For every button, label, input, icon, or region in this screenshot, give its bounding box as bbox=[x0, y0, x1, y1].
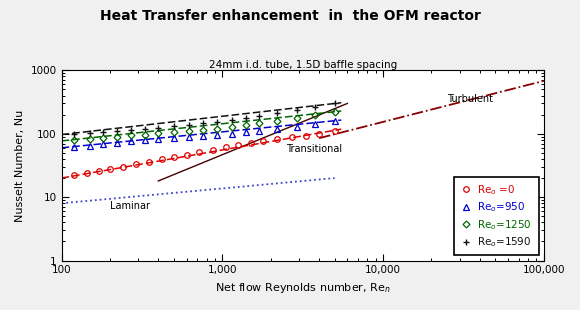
Re$_o$=1250 bbox=[186, 129, 193, 133]
Re$_o$=1590 bbox=[142, 127, 148, 131]
Re$_o$=1590 bbox=[200, 122, 206, 125]
Re$_o$=1250 bbox=[71, 138, 78, 142]
Re$_o$=1590 bbox=[214, 120, 221, 123]
X-axis label: Net flow Reynolds number, Re$_n$: Net flow Reynolds number, Re$_n$ bbox=[215, 281, 390, 295]
Re$_o$=1590 bbox=[86, 131, 93, 135]
Re$_o$=1590 bbox=[312, 105, 319, 108]
Legend: Re$_o$ =0, Re$_o$=950, Re$_o$=1250, Re$_o$=1590: Re$_o$ =0, Re$_o$=950, Re$_o$=1250, Re$_… bbox=[454, 177, 539, 255]
Text: Heat Transfer enhancement  in  the OFM reactor: Heat Transfer enhancement in the OFM rea… bbox=[100, 9, 480, 23]
Re$_o$=1590 bbox=[186, 123, 193, 127]
Re$_o$=950 bbox=[200, 134, 206, 138]
Re$_o$ =0 bbox=[331, 129, 338, 132]
Re$_o$=950 bbox=[171, 136, 177, 140]
Re$_o$ =0 bbox=[171, 155, 177, 159]
Line: Re$_o$=1590: Re$_o$=1590 bbox=[71, 100, 338, 137]
Re$_o$ =0 bbox=[95, 169, 102, 173]
Re$_o$=1250 bbox=[293, 117, 300, 120]
Re$_o$=1590 bbox=[113, 129, 120, 133]
Re$_o$=950 bbox=[242, 131, 249, 134]
Re$_o$=1250 bbox=[155, 131, 162, 135]
Re$_o$=1250 bbox=[142, 133, 148, 136]
Re$_o$ =0 bbox=[183, 153, 190, 156]
Re$_o$=1250 bbox=[229, 125, 235, 129]
Text: Turbulent: Turbulent bbox=[447, 94, 493, 104]
Text: Transitional: Transitional bbox=[287, 144, 342, 154]
Text: Laminar: Laminar bbox=[110, 201, 150, 211]
Re$_o$=1590 bbox=[99, 130, 106, 134]
Re$_o$=1590 bbox=[155, 126, 162, 130]
Re$_o$ =0 bbox=[158, 157, 165, 161]
Re$_o$ =0 bbox=[222, 145, 229, 149]
Re$_o$=950 bbox=[331, 119, 338, 123]
Re$_o$ =0 bbox=[107, 167, 114, 170]
Re$_o$=950 bbox=[229, 132, 235, 135]
Re$_o$=950 bbox=[214, 133, 221, 137]
Re$_o$ =0 bbox=[71, 174, 78, 177]
Re$_o$=1250 bbox=[171, 131, 177, 134]
Re$_o$=1250 bbox=[128, 134, 135, 137]
Re$_o$=950 bbox=[293, 125, 300, 129]
Re$_o$=950 bbox=[128, 140, 135, 143]
Re$_o$ =0 bbox=[209, 148, 216, 152]
Line: Re$_o$=1250: Re$_o$=1250 bbox=[72, 109, 337, 142]
Re$_o$=1590 bbox=[128, 128, 135, 131]
Re$_o$=1590 bbox=[293, 108, 300, 112]
Re$_o$ =0 bbox=[316, 132, 322, 135]
Re$_o$=1250 bbox=[256, 122, 263, 125]
Re$_o$=1250 bbox=[200, 128, 206, 132]
Line: Re$_o$=950: Re$_o$=950 bbox=[71, 118, 338, 150]
Re$_o$=950 bbox=[256, 129, 263, 133]
Re$_o$ =0 bbox=[260, 139, 267, 142]
Re$_o$=950 bbox=[86, 144, 93, 148]
Re$_o$=950 bbox=[312, 122, 319, 126]
Re$_o$=950 bbox=[71, 145, 78, 149]
Re$_o$=950 bbox=[186, 135, 193, 139]
Re$_o$=1250 bbox=[113, 135, 120, 139]
Re$_o$=1250 bbox=[331, 110, 338, 113]
Re$_o$=950 bbox=[274, 127, 281, 131]
Re$_o$=950 bbox=[113, 141, 120, 145]
Re$_o$ =0 bbox=[196, 150, 203, 154]
Re$_o$=1590 bbox=[171, 124, 177, 128]
Re$_o$=1250 bbox=[99, 136, 106, 140]
Re$_o$=1590 bbox=[229, 118, 235, 122]
Re$_o$ =0 bbox=[234, 143, 241, 147]
Re$_o$=1250 bbox=[312, 113, 319, 117]
Re$_o$=1250 bbox=[214, 127, 221, 131]
Re$_o$=1590 bbox=[331, 101, 338, 105]
Re$_o$ =0 bbox=[288, 135, 295, 139]
Re$_o$ =0 bbox=[119, 165, 126, 169]
Re$_o$ =0 bbox=[247, 141, 254, 145]
Re$_o$ =0 bbox=[146, 160, 153, 164]
Re$_o$=1250 bbox=[242, 124, 249, 127]
Re$_o$=1590 bbox=[274, 111, 281, 115]
Re$_o$=950 bbox=[99, 143, 106, 146]
Y-axis label: Nusselt Number, Nu: Nusselt Number, Nu bbox=[15, 109, 25, 222]
Re$_o$=1590 bbox=[71, 132, 78, 135]
Re$_o$=950 bbox=[155, 137, 162, 141]
Re$_o$=1590 bbox=[242, 116, 249, 120]
Re$_o$=950 bbox=[142, 138, 148, 142]
Re$_o$ =0 bbox=[274, 137, 281, 140]
Re$_o$=1250 bbox=[274, 119, 281, 123]
Line: Re$_o$ =0: Re$_o$ =0 bbox=[71, 128, 338, 178]
Re$_o$ =0 bbox=[84, 171, 91, 175]
Re$_o$ =0 bbox=[132, 162, 139, 166]
Re$_o$=1250 bbox=[86, 137, 93, 141]
Re$_o$=1590 bbox=[256, 114, 263, 117]
Re$_o$ =0 bbox=[302, 134, 309, 138]
Title: 24mm i.d. tube, 1.5D baffle spacing: 24mm i.d. tube, 1.5D baffle spacing bbox=[209, 60, 397, 69]
